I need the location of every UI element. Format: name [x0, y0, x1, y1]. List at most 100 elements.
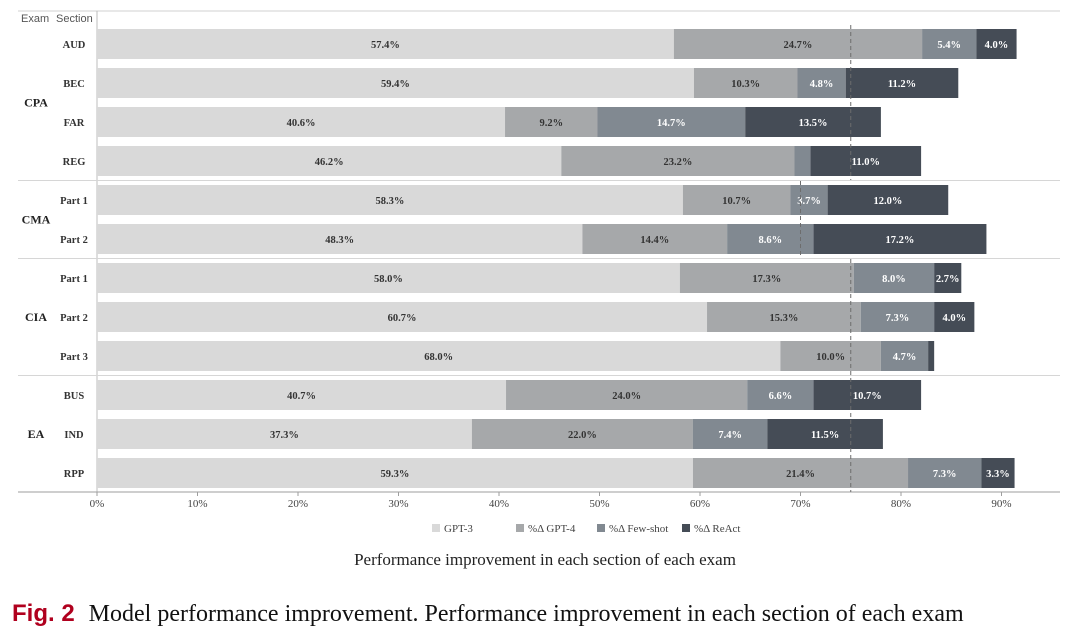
x-tick-label: 40% — [489, 498, 509, 510]
figure-label: Fig. 2 — [12, 600, 75, 627]
bar-segment — [679, 263, 854, 293]
section-label: REG — [63, 157, 86, 168]
bar-segment — [97, 341, 781, 371]
bar-segment — [97, 380, 507, 410]
bar-segment — [673, 29, 923, 59]
data-label: 12.0% — [873, 196, 902, 207]
data-label: 7.4% — [718, 430, 742, 441]
data-label: 3.7% — [797, 196, 821, 207]
data-label: 5.4% — [937, 40, 961, 51]
legend-swatch — [597, 524, 605, 532]
bar-segment — [707, 302, 861, 332]
data-label: 14.4% — [640, 235, 669, 246]
bar-segment — [780, 341, 881, 371]
section-label: Part 2 — [60, 235, 88, 246]
stacked-bar-chart: Exam Section CPA CMA CIA EA AUD BEC FAR REG Part 1… — [18, 10, 1060, 569]
bar-segment — [908, 458, 982, 488]
data-label: 22.0% — [568, 430, 597, 441]
data-label: 24.7% — [784, 40, 813, 51]
group-label: EA — [28, 427, 45, 441]
data-label: 13.5% — [799, 118, 828, 129]
bar-segment — [561, 146, 795, 176]
data-label: 4.8% — [810, 79, 834, 90]
bar-segment — [582, 224, 728, 254]
data-label: 60.7% — [388, 313, 417, 324]
data-label: 11.5% — [811, 430, 839, 441]
bar-segment — [97, 458, 693, 488]
group-label: CMA — [22, 213, 51, 227]
bar-segment — [934, 263, 962, 293]
section-label: BEC — [63, 79, 85, 90]
bar-segment — [692, 419, 768, 449]
x-tick-label: 0% — [90, 498, 105, 510]
bar-segment — [97, 419, 472, 449]
section-label: AUD — [63, 40, 86, 51]
data-label: 11.2% — [888, 79, 916, 90]
section-label: Part 3 — [60, 352, 88, 363]
x-tick-label: 20% — [288, 498, 308, 510]
legend-swatch — [682, 524, 690, 532]
data-label: 8.6% — [759, 235, 783, 246]
legend-label: %Δ GPT-4 — [528, 523, 576, 535]
bar-segment — [97, 185, 683, 215]
chart-title: Performance improvement in each section … — [354, 550, 736, 569]
bar-segment — [845, 68, 959, 98]
legend-label: %Δ Few-shot — [609, 523, 668, 535]
data-label: 7.3% — [933, 469, 957, 480]
bar-segment — [506, 380, 748, 410]
data-label: 8.0% — [882, 274, 906, 285]
data-label: 37.3% — [270, 430, 299, 441]
data-label: 4.7% — [893, 352, 917, 363]
bar-segment — [813, 380, 922, 410]
figure-caption-text: Model performance improvement. Performan… — [88, 601, 964, 627]
data-label: 3.3% — [986, 469, 1010, 480]
data-label: 17.2% — [886, 235, 915, 246]
legend-swatch — [432, 524, 440, 532]
data-label: 4.0% — [942, 313, 966, 324]
data-label: 10.7% — [853, 391, 882, 402]
figure-caption: Fig. 2 Model performance improvement. Per… — [12, 600, 964, 628]
bar-segment — [97, 107, 506, 137]
bar-segment — [471, 419, 693, 449]
bar-segment — [97, 224, 583, 254]
data-label: 48.3% — [325, 235, 354, 246]
bar-segment — [597, 107, 746, 137]
bar-segment — [797, 68, 846, 98]
section-label: Part 1 — [60, 196, 88, 207]
legend-swatch — [516, 524, 524, 532]
section-label: BUS — [64, 391, 85, 402]
data-label: 10.0% — [816, 352, 845, 363]
bar-segment — [928, 341, 935, 371]
data-label: 23.2% — [663, 157, 692, 168]
data-label: 24.0% — [612, 391, 641, 402]
group-label: CPA — [24, 96, 48, 110]
data-label: 58.3% — [376, 196, 405, 207]
x-tick-label: 10% — [187, 498, 207, 510]
bar-segment — [976, 29, 1017, 59]
bar-segment — [790, 185, 828, 215]
x-tick-label: 50% — [589, 498, 609, 510]
bar-segment — [97, 302, 708, 332]
data-label: 46.2% — [315, 157, 344, 168]
bar-segment — [934, 302, 975, 332]
section-label: Part 2 — [60, 313, 88, 324]
header-section: Section — [56, 13, 93, 25]
data-label: 9.2% — [539, 118, 563, 129]
bar-segment — [505, 107, 598, 137]
bar-segment — [860, 302, 935, 332]
data-label: 59.3% — [381, 469, 410, 480]
bar-segment — [922, 29, 977, 59]
data-label: 2.7% — [936, 274, 960, 285]
data-label: 10.3% — [731, 79, 760, 90]
data-label: 15.3% — [769, 313, 798, 324]
header-exam: Exam — [21, 13, 49, 25]
data-label: 6.6% — [769, 391, 793, 402]
data-label: 68.0% — [424, 352, 453, 363]
x-tick-label: 60% — [690, 498, 710, 510]
bar-segment — [813, 224, 987, 254]
legend-label: %Δ ReAct — [694, 523, 740, 535]
x-tick-label: 70% — [790, 498, 810, 510]
data-label: 57.4% — [371, 40, 400, 51]
data-label: 17.3% — [752, 274, 781, 285]
bar-segment — [810, 146, 922, 176]
